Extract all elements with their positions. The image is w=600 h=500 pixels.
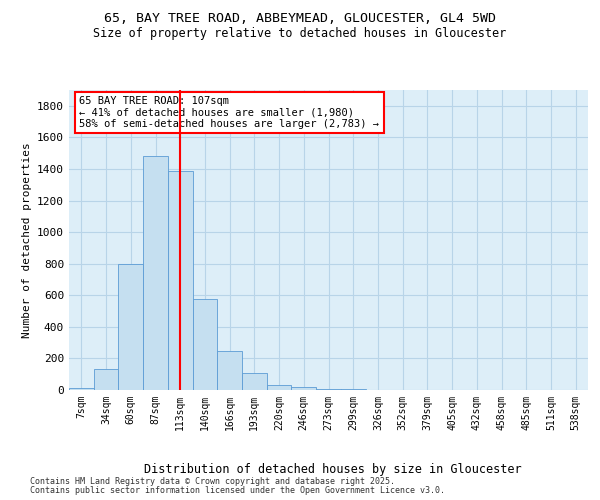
Y-axis label: Number of detached properties: Number of detached properties [22, 142, 32, 338]
Bar [292, 387, 316, 390]
Text: Size of property relative to detached houses in Gloucester: Size of property relative to detached ho… [94, 28, 506, 40]
Text: Distribution of detached houses by size in Gloucester: Distribution of detached houses by size … [144, 462, 522, 475]
Bar [341, 389, 365, 390]
Text: Contains public sector information licensed under the Open Government Licence v3: Contains public sector information licen… [30, 486, 445, 495]
Bar [193, 299, 217, 390]
Bar [316, 389, 341, 390]
Text: 65, BAY TREE ROAD, ABBEYMEAD, GLOUCESTER, GL4 5WD: 65, BAY TREE ROAD, ABBEYMEAD, GLOUCESTER… [104, 12, 496, 26]
Bar [168, 170, 193, 390]
Text: Contains HM Land Registry data © Crown copyright and database right 2025.: Contains HM Land Registry data © Crown c… [30, 477, 395, 486]
Bar [118, 264, 143, 390]
Bar [242, 372, 267, 390]
Bar [217, 350, 242, 390]
Bar [69, 388, 94, 390]
Bar [94, 370, 118, 390]
Bar [143, 156, 168, 390]
Bar [267, 386, 292, 390]
Text: 65 BAY TREE ROAD: 107sqm
← 41% of detached houses are smaller (1,980)
58% of sem: 65 BAY TREE ROAD: 107sqm ← 41% of detach… [79, 96, 379, 129]
